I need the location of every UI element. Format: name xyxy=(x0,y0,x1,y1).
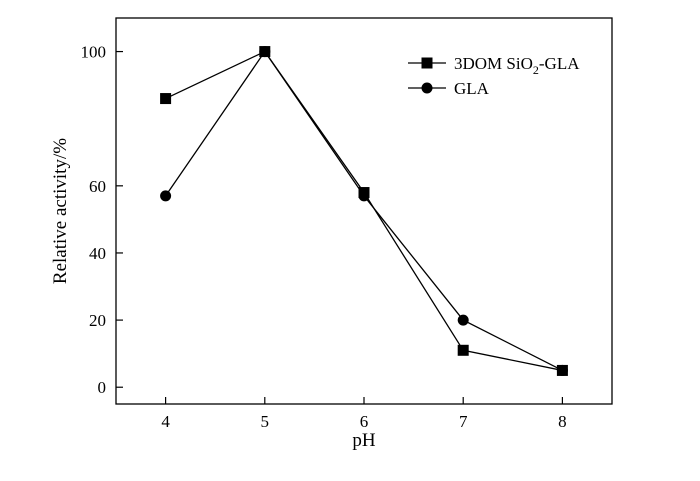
series-markers xyxy=(160,46,568,376)
series-line-1 xyxy=(165,50,563,372)
x-tick-label: 7 xyxy=(459,412,468,431)
x-tick-label: 6 xyxy=(360,412,369,431)
y-axis-label: Relative activity/% xyxy=(50,138,71,284)
x-tick-label: 5 xyxy=(261,412,270,431)
axis-ticks: 4 5 6 7 8 0 20 40 60 100 xyxy=(81,43,567,431)
legend-label-series-1: 3DOM SiO2-GLA xyxy=(454,54,580,77)
data-point-circle xyxy=(259,46,271,58)
y-tick-label: 40 xyxy=(89,244,106,263)
legend: 3DOM SiO2-GLA GLA xyxy=(408,54,580,98)
y-tick-label: 60 xyxy=(89,177,106,196)
data-point-circle xyxy=(457,314,469,326)
x-tick-label: 8 xyxy=(558,412,567,431)
data-point-circle xyxy=(160,190,172,202)
data-point-square xyxy=(457,344,469,356)
series-line-2 xyxy=(165,50,563,372)
y-tick-label: 0 xyxy=(98,378,107,397)
x-axis-label: pH xyxy=(352,430,376,451)
legend-label-series-2: GLA xyxy=(454,79,490,98)
y-tick-label: 100 xyxy=(81,43,107,62)
series-lines xyxy=(165,50,563,372)
x-tick-label: 4 xyxy=(161,412,170,431)
data-point-square xyxy=(160,93,172,105)
legend-marker-square xyxy=(421,57,433,69)
y-tick-label: 20 xyxy=(89,311,106,330)
data-point-circle xyxy=(358,190,370,202)
data-point-circle xyxy=(556,364,568,376)
legend-marker-circle xyxy=(421,82,433,94)
